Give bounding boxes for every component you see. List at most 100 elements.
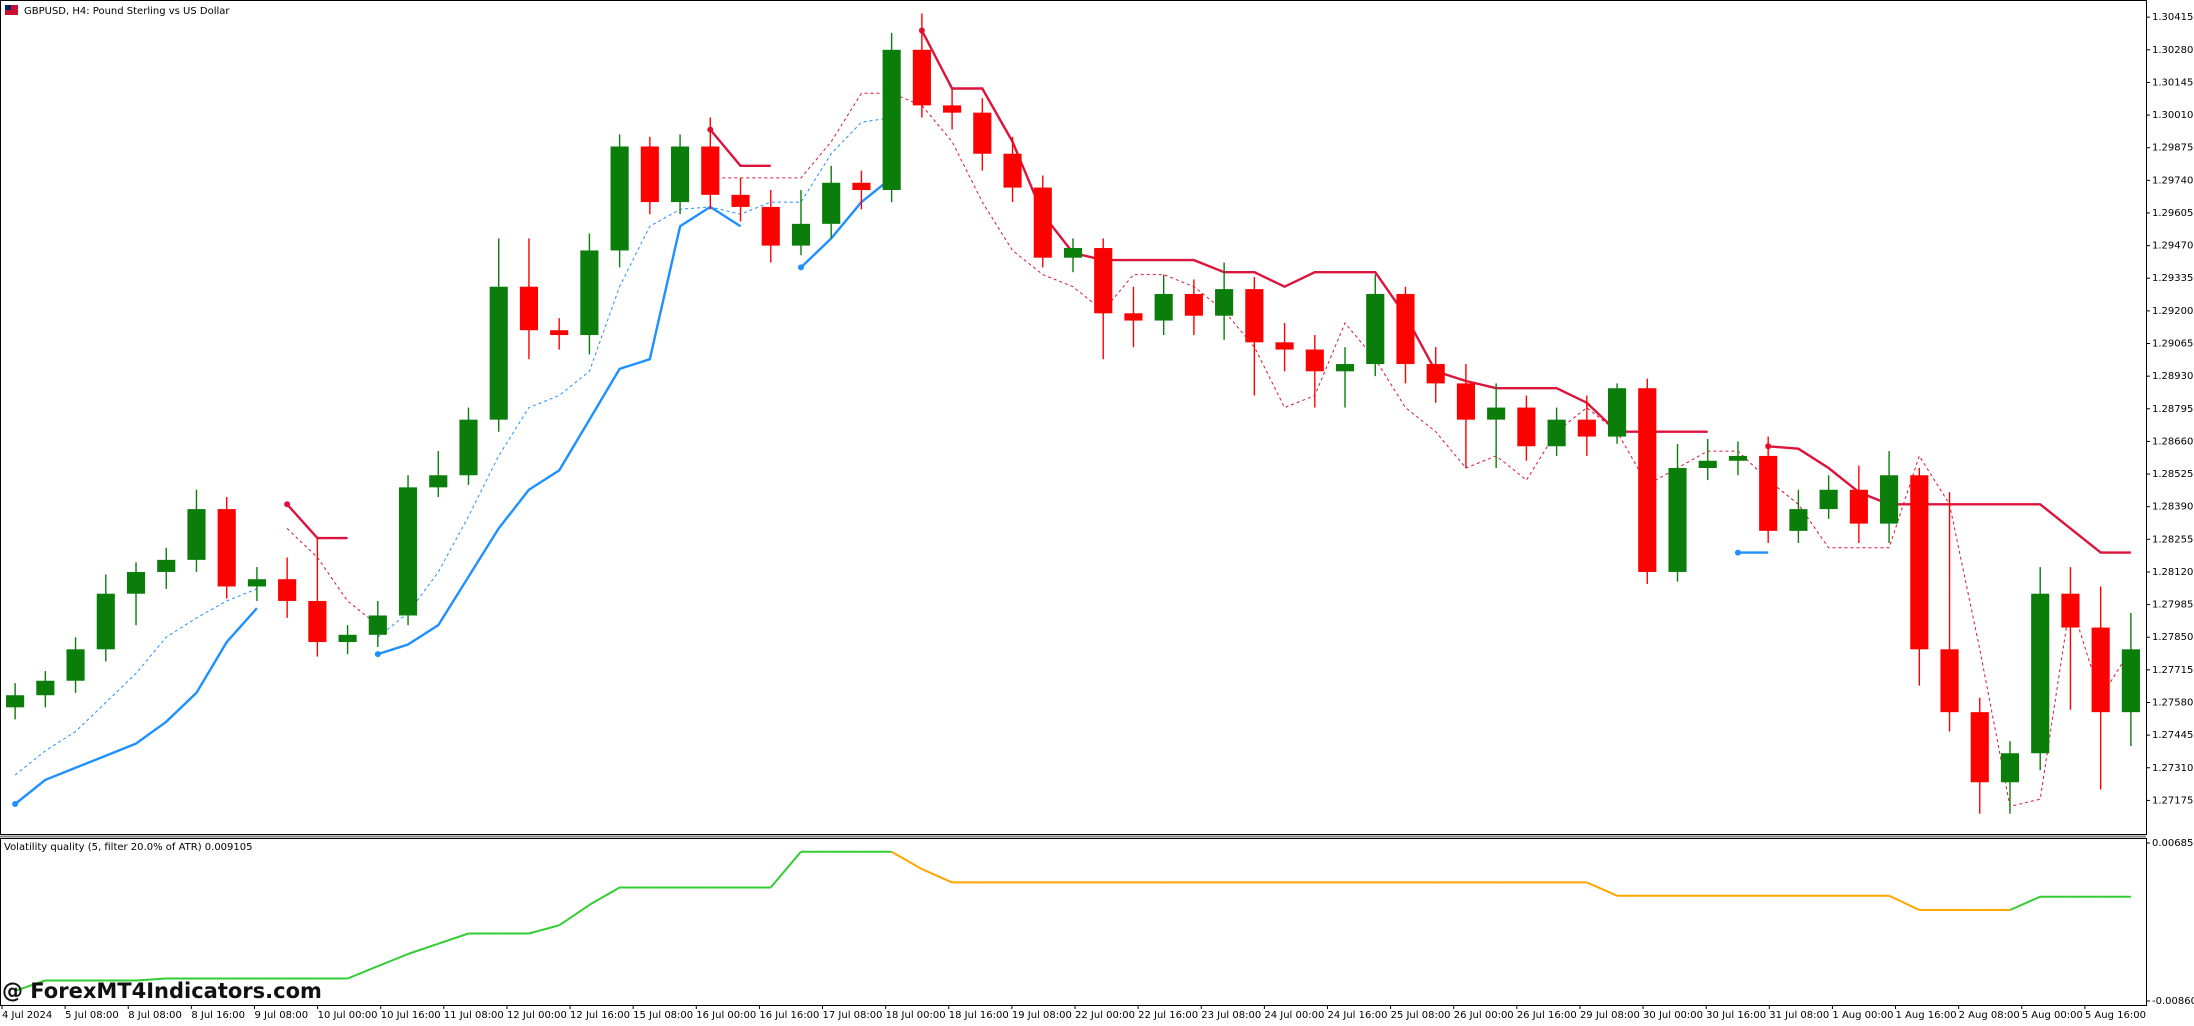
band-line bbox=[709, 128, 771, 167]
x-tick-label: 10 Jul 00:00 bbox=[318, 1010, 378, 1021]
candle-body bbox=[519, 286, 539, 331]
x-tick-label: 26 Jul 00:00 bbox=[1454, 1010, 1514, 1021]
candle-body bbox=[6, 695, 25, 708]
candle-body bbox=[1033, 187, 1052, 258]
x-tick-label: 5 Aug 00:00 bbox=[2022, 1010, 2083, 1021]
indicator-line bbox=[921, 868, 953, 884]
candle-body bbox=[640, 146, 659, 203]
band-line bbox=[14, 607, 258, 805]
candle-body bbox=[247, 579, 266, 587]
candle-body bbox=[1335, 364, 1355, 372]
candle-body bbox=[36, 680, 55, 696]
x-tick-label: 1 Aug 00:00 bbox=[1832, 1010, 1893, 1021]
candle-body bbox=[701, 146, 720, 195]
y-tick-label: 1.27985 bbox=[2152, 600, 2193, 611]
indicator-line bbox=[769, 851, 802, 889]
candle-body bbox=[1184, 293, 1203, 316]
candle-body bbox=[1456, 383, 1475, 420]
candle-body bbox=[1245, 289, 1264, 343]
indicator-line bbox=[1888, 894, 1920, 911]
x-tick-label: 1 Aug 16:00 bbox=[1896, 1010, 1957, 1021]
candle-body bbox=[1910, 475, 1929, 650]
y-tick-label: 1.29470 bbox=[2152, 241, 2193, 252]
y-tick-label: 1.29875 bbox=[2152, 143, 2193, 154]
y-tick-label: 1.29065 bbox=[2152, 339, 2193, 350]
candle-body bbox=[1094, 248, 1113, 314]
x-tick-label: 30 Jul 16:00 bbox=[1706, 1010, 1766, 1021]
candle-body bbox=[1880, 475, 1899, 524]
y-tick-label: 1.27310 bbox=[2152, 763, 2193, 774]
candle-body bbox=[882, 49, 901, 191]
band-line-start-dot bbox=[1734, 549, 1741, 556]
indicator-line bbox=[377, 953, 409, 968]
indicator-line bbox=[135, 977, 167, 982]
x-tick-label: 25 Jul 08:00 bbox=[1391, 1010, 1451, 1021]
candle-body bbox=[2031, 593, 2050, 754]
y-tick-label: 1.27850 bbox=[2152, 632, 2193, 643]
candle-body bbox=[2061, 593, 2080, 628]
indicator-line bbox=[1586, 881, 1618, 897]
y-tick-label: 1.27175 bbox=[2152, 795, 2193, 806]
indicator-y-tick-label: 0.006851 bbox=[2152, 838, 2194, 849]
y-tick-label: 1.28660 bbox=[2152, 436, 2193, 447]
x-tick-label: 16 Jul 16:00 bbox=[759, 1010, 819, 1021]
candle-body bbox=[1668, 468, 1687, 572]
x-tick-label: 10 Jul 16:00 bbox=[381, 1010, 441, 1021]
x-tick-label: 18 Jul 00:00 bbox=[886, 1010, 946, 1021]
candle-body bbox=[671, 146, 690, 203]
band-line-start-dot bbox=[374, 651, 381, 658]
band-line bbox=[920, 29, 1708, 433]
y-tick-label: 1.27445 bbox=[2152, 730, 2193, 741]
candle-body bbox=[308, 600, 327, 643]
dashed-band-line bbox=[377, 117, 892, 638]
candle-body bbox=[1215, 289, 1234, 316]
candle-body bbox=[398, 487, 418, 616]
x-tick-label: 4 Jul 2024 bbox=[2, 1010, 52, 1021]
candle-body bbox=[1003, 153, 1022, 188]
band-line bbox=[377, 205, 742, 656]
candle-body bbox=[66, 649, 85, 681]
candle-body bbox=[1638, 388, 1657, 572]
candle-body bbox=[1487, 407, 1506, 420]
candle-body bbox=[459, 419, 478, 476]
indicator-line bbox=[2009, 895, 2041, 911]
dashed-band-line bbox=[14, 588, 258, 776]
indicator-line bbox=[14, 979, 46, 992]
candle-body bbox=[852, 182, 871, 191]
x-tick-label: 22 Jul 00:00 bbox=[1075, 1010, 1135, 1021]
candle-body bbox=[1819, 489, 1838, 510]
y-tick-label: 1.27580 bbox=[2152, 697, 2193, 708]
candle-body bbox=[1849, 489, 1868, 524]
candle-body bbox=[187, 509, 206, 560]
x-tick-label: 12 Jul 16:00 bbox=[570, 1010, 630, 1021]
candle-body bbox=[1275, 342, 1294, 350]
chart-title: GBPUSD, H4: Pound Sterling vs US Dollar bbox=[24, 6, 230, 17]
candle-body bbox=[338, 634, 357, 643]
candle-body bbox=[1698, 460, 1717, 469]
candle-body bbox=[1759, 455, 1778, 531]
candle-body bbox=[580, 250, 599, 336]
candle-body bbox=[1426, 364, 1445, 384]
y-tick-label: 1.30280 bbox=[2152, 45, 2193, 56]
candle-body bbox=[2000, 753, 2020, 783]
y-tick-label: 1.29605 bbox=[2152, 208, 2193, 219]
flag-icon-part bbox=[5, 5, 11, 10]
x-tick-label: 26 Jul 16:00 bbox=[1517, 1010, 1577, 1021]
candle-body bbox=[429, 475, 448, 488]
y-tick-label: 1.28525 bbox=[2152, 469, 2193, 480]
y-tick-label: 1.28795 bbox=[2152, 404, 2193, 415]
candle-body bbox=[96, 593, 115, 650]
indicator-line bbox=[528, 924, 560, 935]
x-tick-label: 22 Jul 16:00 bbox=[1138, 1010, 1198, 1021]
x-tick-label: 31 Jul 08:00 bbox=[1769, 1010, 1829, 1021]
y-tick-label: 1.30010 bbox=[2152, 110, 2193, 121]
candle-body bbox=[126, 571, 146, 594]
y-tick-label: 1.30145 bbox=[2152, 77, 2193, 88]
indicator-y-tick-label: -0.008601 bbox=[2152, 996, 2194, 1007]
candle-body bbox=[1396, 293, 1415, 365]
x-tick-label: 30 Jul 00:00 bbox=[1643, 1010, 1703, 1021]
candle-body bbox=[278, 579, 297, 601]
y-tick-label: 1.28930 bbox=[2152, 371, 2193, 382]
y-tick-label: 1.27715 bbox=[2152, 665, 2193, 676]
